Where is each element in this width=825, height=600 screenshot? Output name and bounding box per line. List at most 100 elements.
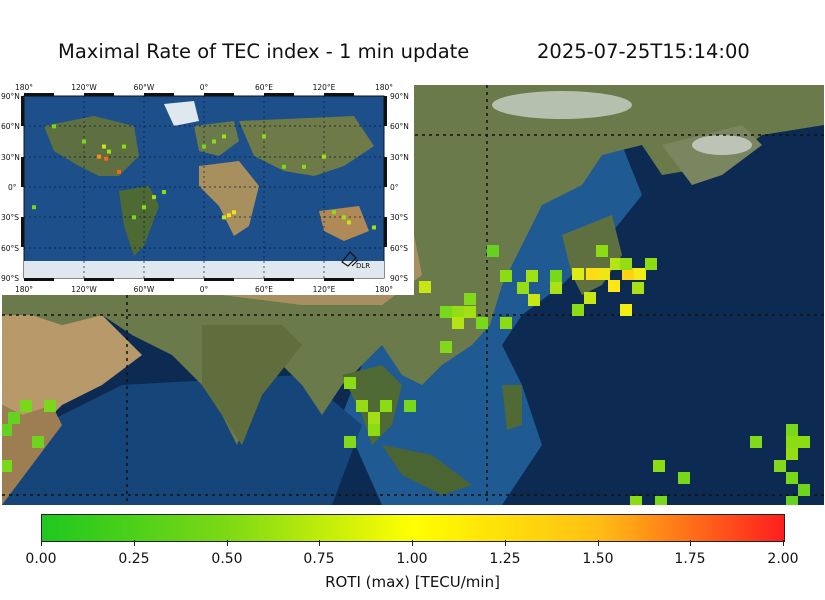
roti-cell — [550, 282, 562, 294]
roti-cell — [608, 280, 620, 292]
dlr-logo: DLR — [341, 251, 370, 270]
lon-label-bottom: 120°E — [313, 285, 336, 294]
roti-cell — [464, 306, 476, 318]
inset-roti-cell — [342, 215, 346, 220]
roti-cell — [526, 270, 538, 282]
lon-label-bottom: 180° — [375, 285, 393, 294]
lon-label-top: 60°E — [255, 83, 273, 92]
colorbar-tick — [41, 540, 42, 546]
lon-label-top: 180° — [375, 83, 393, 92]
inset-roti-cell — [347, 220, 351, 225]
colorbar-tick — [505, 540, 506, 546]
roti-cell — [630, 496, 642, 505]
dlr-logo-text: DLR — [356, 262, 370, 270]
inset-roti-cell — [282, 164, 286, 169]
africa-horn — [2, 405, 62, 505]
lat-label-right: 30°N — [390, 153, 409, 162]
colorbar-tick-label: 1.50 — [582, 551, 614, 567]
roti-cell — [368, 424, 380, 436]
roti-cell — [632, 282, 644, 294]
inset-roti-cell — [82, 139, 86, 144]
inset-roti-cell — [232, 210, 236, 215]
lon-label-top: 60°W — [134, 83, 155, 92]
lon-label-bottom: 0° — [200, 285, 209, 294]
roti-cell — [572, 268, 584, 280]
australia — [319, 206, 369, 241]
lon-label-bottom: 60°W — [134, 285, 155, 294]
colorbar-tick — [134, 540, 135, 546]
roti-cell — [598, 268, 610, 280]
roti-cell — [610, 258, 622, 270]
roti-cell — [798, 436, 810, 448]
colorbar-tick — [227, 540, 228, 546]
world-inset-map[interactable]: DLR 180° 120°W 60°W 0° 60°E 120°E 180° 1… — [0, 82, 414, 295]
roti-cell — [344, 436, 356, 448]
lat-label-right: 90°S — [390, 274, 408, 283]
roti-cell — [419, 281, 431, 293]
roti-cell — [464, 293, 476, 305]
colorbar-tick — [783, 540, 784, 546]
roti-cell — [622, 268, 634, 280]
chart-title: Maximal Rate of TEC index - 1 min update… — [0, 40, 825, 70]
lon-label-top: 180° — [15, 83, 33, 92]
roti-cell — [356, 400, 368, 412]
lat-label-right: 0° — [390, 183, 399, 192]
roti-cell — [584, 292, 596, 304]
lon-label-bottom: 60°E — [255, 285, 273, 294]
inset-roti-cell — [122, 144, 126, 149]
inset-roti-cell — [302, 164, 306, 169]
roti-cell — [476, 317, 488, 329]
inset-roti-cell — [222, 134, 226, 139]
lat-label-right: 90°N — [390, 92, 409, 101]
roti-cell — [368, 412, 380, 424]
indian-ocean — [2, 375, 362, 505]
inset-roti-cell — [102, 144, 106, 149]
roti-cell — [786, 436, 798, 448]
colorbar-tick-label: 1.75 — [674, 551, 706, 567]
world-inset-canvas: DLR 180° 120°W 60°W 0° 60°E 120°E 180° 1… — [0, 82, 414, 295]
roti-cell — [786, 424, 798, 436]
roti-cell — [500, 317, 512, 329]
roti-cells — [2, 245, 810, 505]
inset-roti-cell — [32, 205, 36, 210]
colorbar-tick — [690, 540, 691, 546]
roti-cell — [798, 484, 810, 496]
colorbar-tick — [598, 540, 599, 546]
taiwan-landmass — [502, 385, 522, 430]
colorbar-tick-label: 0.50 — [211, 551, 243, 567]
colorbar-tick-label: 0.00 — [25, 551, 57, 567]
inset-roti-cell — [222, 215, 226, 220]
colorbar-label: ROTI (max) [TECU/min] — [325, 573, 500, 591]
inset-roti-cell — [152, 195, 156, 200]
roti-cell — [404, 400, 416, 412]
inset-roti-cells — [32, 124, 376, 230]
antarctica — [24, 261, 384, 278]
inset-roti-cell — [262, 134, 266, 139]
lat-label-left: 30°N — [1, 153, 20, 162]
colorbar-tick-label: 1.00 — [396, 551, 428, 567]
indochina-landmass — [342, 365, 402, 445]
roti-cell — [440, 341, 452, 353]
roti-cell — [786, 448, 798, 460]
roti-cell — [344, 377, 356, 389]
roti-cell — [678, 472, 690, 484]
indonesia-landmass — [382, 445, 472, 495]
asia — [239, 116, 374, 176]
inset-roti-cell — [132, 215, 136, 220]
inset-roti-cell — [104, 156, 108, 161]
roti-cell — [750, 436, 762, 448]
roti-cell — [620, 258, 632, 270]
roti-cell — [500, 270, 512, 282]
inset-roti-cell — [322, 154, 326, 159]
lon-label-top: 120°E — [313, 83, 336, 92]
roti-cell — [8, 412, 20, 424]
roti-cell — [440, 306, 452, 318]
colorbar — [41, 514, 785, 542]
colorbar-tick — [412, 540, 413, 546]
roti-cell — [2, 424, 12, 436]
colorbar-tick — [319, 540, 320, 546]
roti-cell — [786, 472, 798, 484]
inset-roti-cell — [162, 190, 166, 195]
inset-roti-cell — [97, 154, 101, 159]
india-landmass — [202, 325, 302, 445]
